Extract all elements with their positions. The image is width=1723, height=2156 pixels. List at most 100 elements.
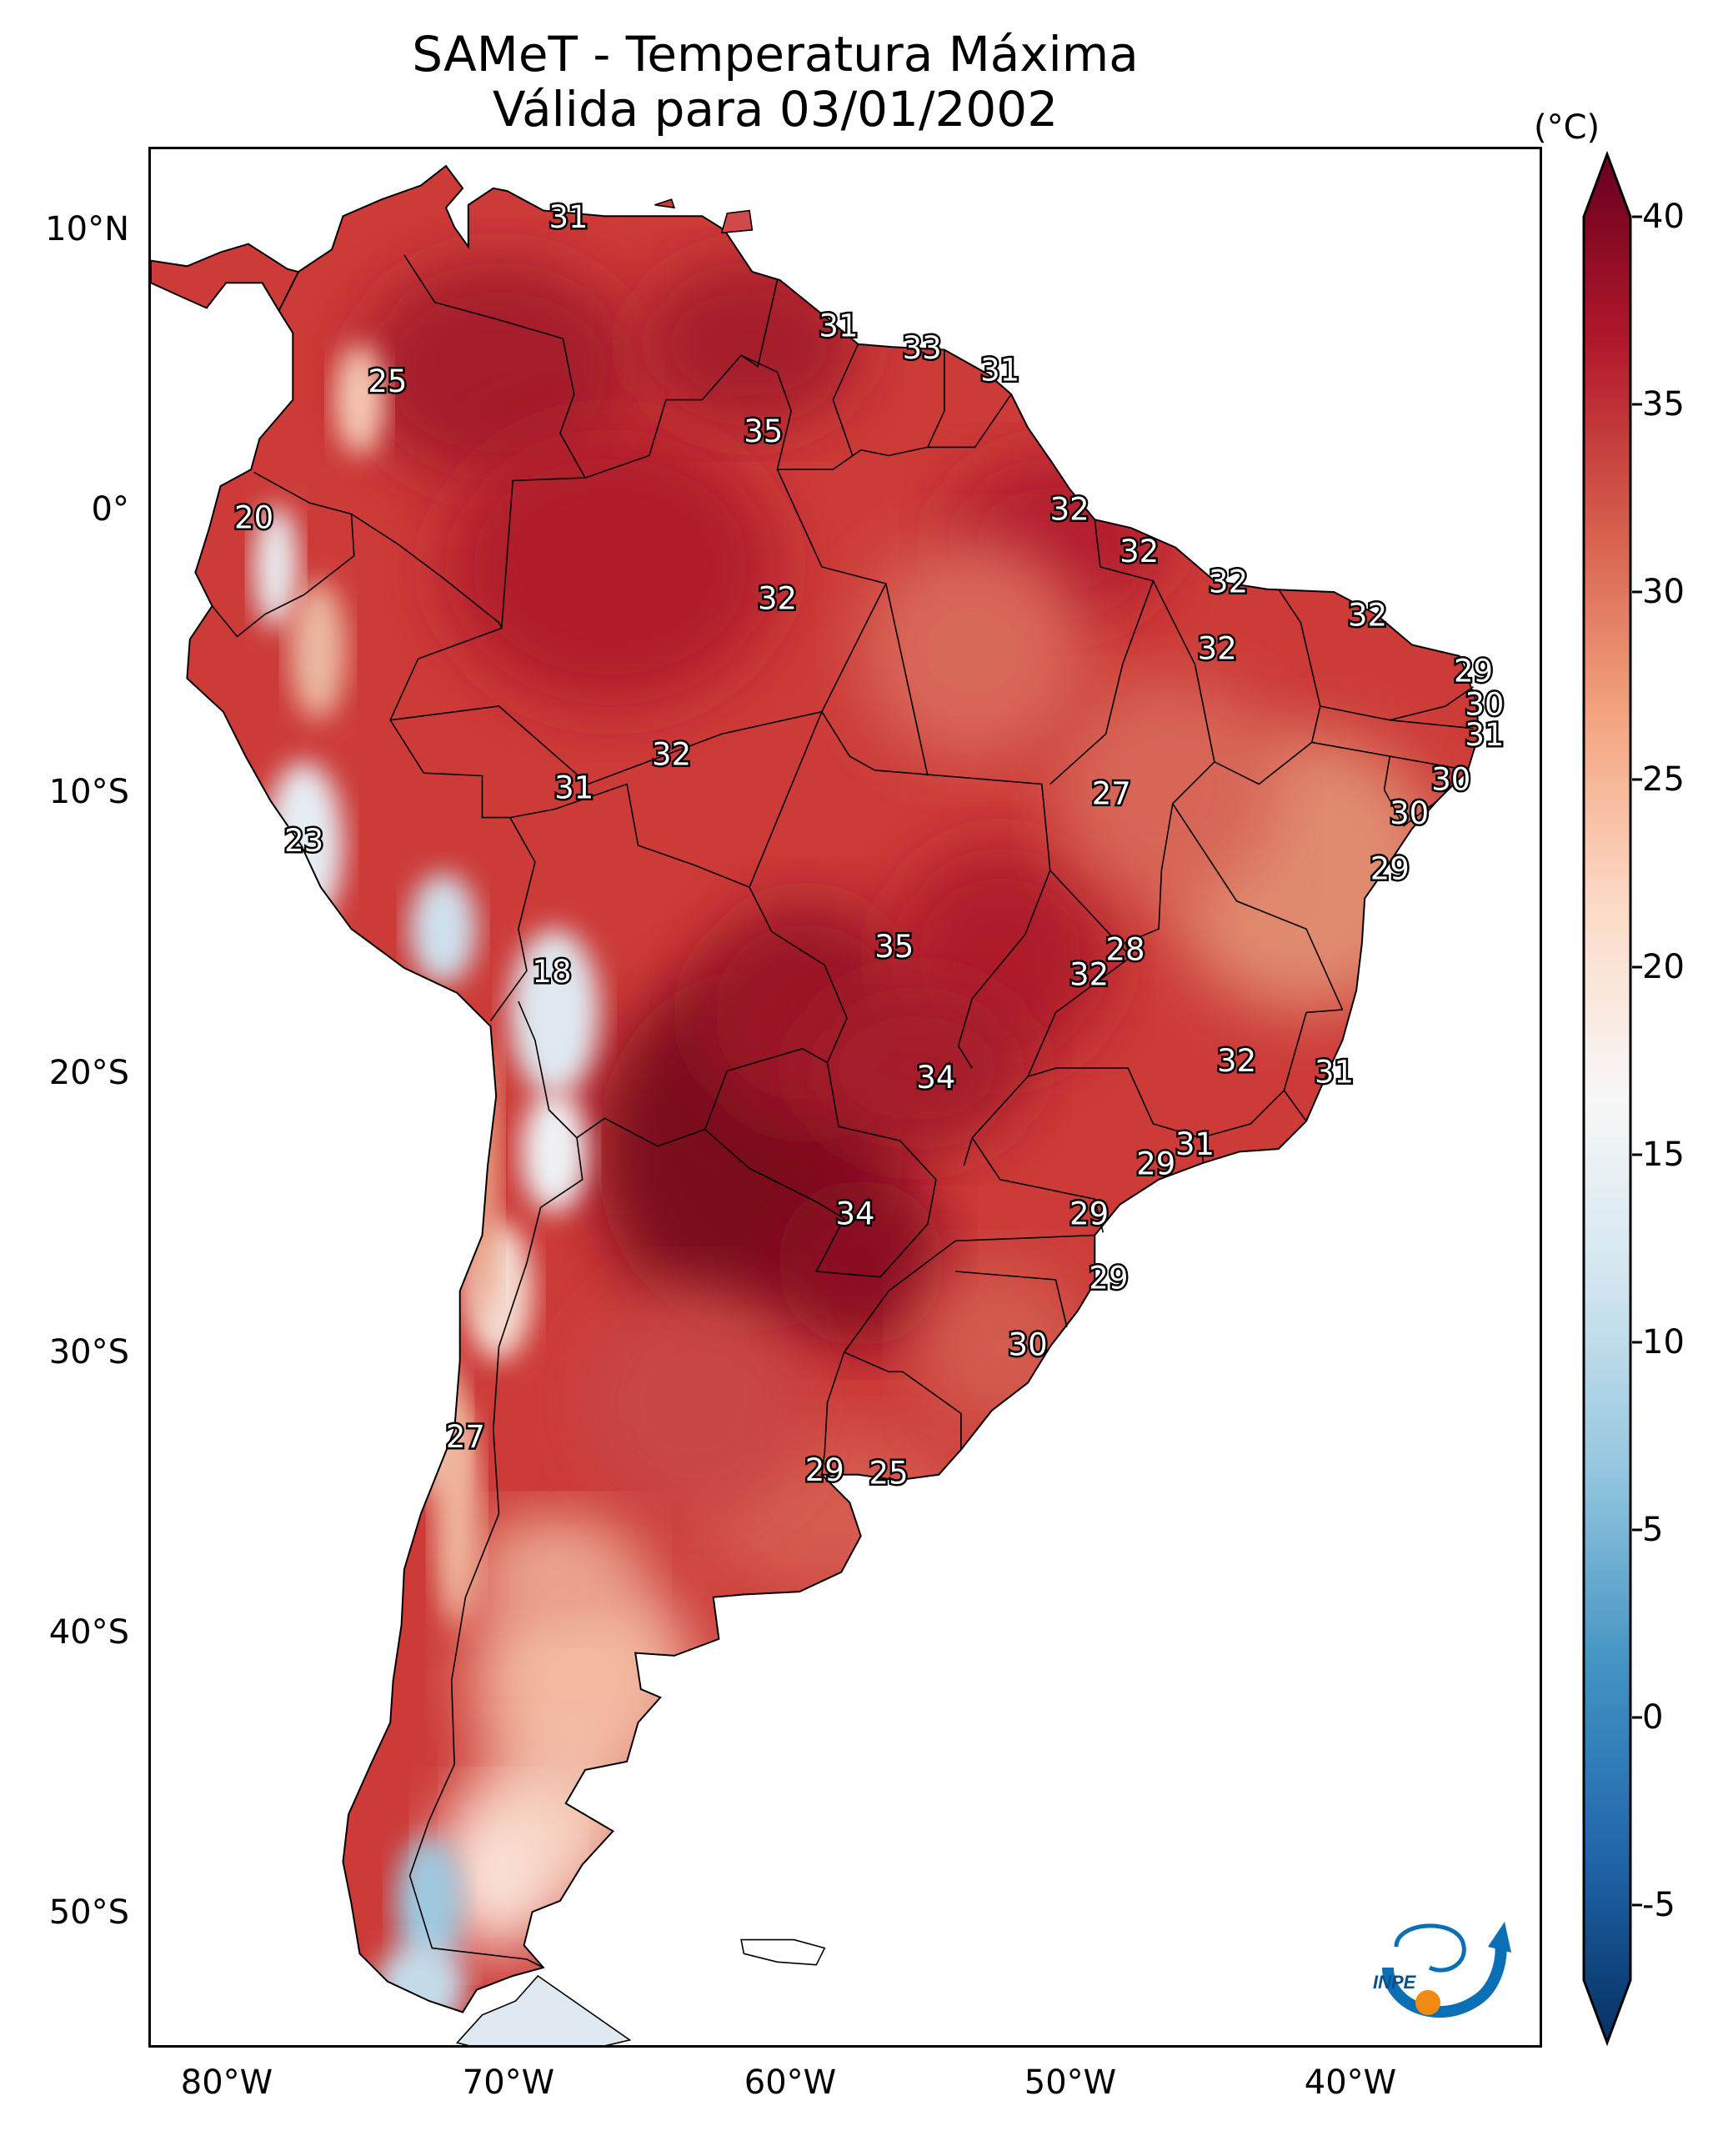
temperature-blob (443, 428, 778, 706)
lat-tick-label: 20°S (48, 1054, 129, 1092)
coastline (151, 164, 1480, 2013)
lon-tick-label: 70°W (462, 2063, 555, 2102)
lat-tick-label: 10°N (45, 210, 129, 248)
colorbar-tick-mark (1632, 1341, 1642, 1344)
temperature-value-label: 31 (548, 199, 588, 235)
border-line (885, 583, 929, 776)
border-line (1320, 685, 1474, 721)
temperature-blob (860, 539, 1084, 762)
temperature-blob (582, 1291, 805, 1514)
border-line (704, 1062, 937, 1278)
temperature-blob (1055, 678, 1279, 901)
border-line (211, 471, 355, 638)
temperature-value-label: 18 (532, 954, 571, 990)
border-line (843, 1240, 962, 1450)
colorbar-tick-mark (1632, 590, 1642, 594)
temperature-value-label: 29 (1454, 653, 1493, 689)
border-line (408, 1109, 584, 1968)
lat-tick-label: 50°S (48, 1893, 129, 1932)
colorbar-tick-mark (1632, 403, 1642, 406)
colorbar-tick-label: 30 (1642, 573, 1685, 611)
temperature-blob (290, 580, 346, 720)
border-line (403, 254, 587, 629)
border-line (971, 1137, 1104, 1233)
border-line (584, 399, 667, 479)
temperature-blob (334, 343, 385, 456)
temperature-value-label: 25 (869, 1455, 909, 1491)
temperature-value-label: 32 (652, 737, 691, 773)
temperature-value-label: 27 (446, 1419, 485, 1455)
temperature-value-label: 29 (1136, 1146, 1175, 1182)
lon-tick-label: 60°W (744, 2063, 837, 2102)
lon-tick-label: 50°W (1024, 2063, 1117, 2102)
figure-title-line2: Válida para 03/01/2002 (492, 81, 1059, 138)
lon-tick-label: 80°W (180, 2063, 273, 2102)
colorbar-tick-label: 25 (1642, 760, 1685, 799)
temperature-value-label: 25 (368, 364, 407, 399)
temperature-value-label: 31 (1315, 1054, 1354, 1090)
temperature-blob (471, 1513, 639, 1626)
border-line (1283, 1009, 1343, 1122)
colorbar-unit: (°C) (1534, 108, 1600, 147)
border-line (1214, 589, 1321, 785)
temperature-blob (804, 985, 1029, 1152)
colorbar-tick-mark (1632, 1528, 1642, 1532)
lat-tick-label: 10°S (48, 773, 129, 811)
logo-text: INPE (1373, 1972, 1417, 1993)
colorbar-tick-label: 35 (1642, 385, 1685, 424)
temperature-blob (376, 1942, 466, 2013)
temperature-value-label: 28 (1105, 931, 1144, 967)
border-line (749, 711, 823, 888)
temperature-value-label: 30 (1390, 795, 1429, 831)
border-line (1172, 803, 1344, 1010)
border-line (1049, 519, 1155, 785)
temperature-value-label: 31 (554, 770, 594, 806)
temperature-value-label: 20 (234, 500, 273, 536)
border-line (1383, 755, 1438, 827)
temperature-value-label: 29 (1370, 851, 1410, 887)
temperature-value-label: 31 (1175, 1126, 1215, 1162)
temperature-blob (409, 873, 477, 985)
lat-tick-label: 40°S (48, 1613, 129, 1652)
border-line (351, 513, 536, 1021)
border-line (1390, 719, 1474, 730)
temperature-value-label: 23 (284, 823, 323, 859)
border-line (776, 469, 887, 713)
temperature-blob (638, 260, 861, 428)
colorbar-tick-mark (1632, 778, 1642, 781)
border-line (832, 343, 859, 456)
colorbar-tick-mark (1632, 1903, 1642, 1907)
colorbar-tick-mark (1632, 1153, 1642, 1156)
temperature-value-label: 35 (874, 929, 914, 965)
temperature-value-label: 32 (758, 581, 797, 617)
inpe-logo: INPE (1373, 1922, 1511, 2018)
border-line (821, 1351, 845, 1475)
border-line (390, 705, 1051, 1069)
temperature-blob (359, 260, 639, 484)
border-line (1049, 580, 1215, 958)
temperature-blob (253, 505, 299, 629)
temperature-blob (521, 1090, 589, 1213)
colorbar-tick-label: 5 (1642, 1511, 1664, 1549)
island-shape (654, 198, 676, 209)
map-panel: 31 31 33 31 25 35 32 20 32 32 32 32 32 29 30 31 32 30 31 27… (148, 147, 1542, 2048)
colorbar-tick-label: 10 (1642, 1323, 1685, 1361)
temperature-value-label: 32 (1198, 631, 1237, 667)
island-shape (740, 1938, 826, 1966)
island-shape (720, 209, 754, 234)
temperature-blob (434, 1402, 480, 1626)
temperature-value-label: 30 (1009, 1327, 1048, 1363)
temperature-value-label: 31 (980, 353, 1019, 389)
colorbar-tick-label: 0 (1642, 1698, 1664, 1737)
temperature-value-label: 32 (1348, 598, 1387, 634)
temperature-value-label: 29 (1089, 1261, 1128, 1296)
colorbar-tick-label: 20 (1642, 948, 1685, 986)
colorbar-tick-label: 40 (1642, 198, 1685, 236)
temperature-value-label: 31 (819, 308, 858, 343)
lon-tick-label: 40°W (1304, 2063, 1397, 2102)
islands (455, 198, 826, 2045)
temperature-value-label: 32 (1217, 1043, 1256, 1079)
